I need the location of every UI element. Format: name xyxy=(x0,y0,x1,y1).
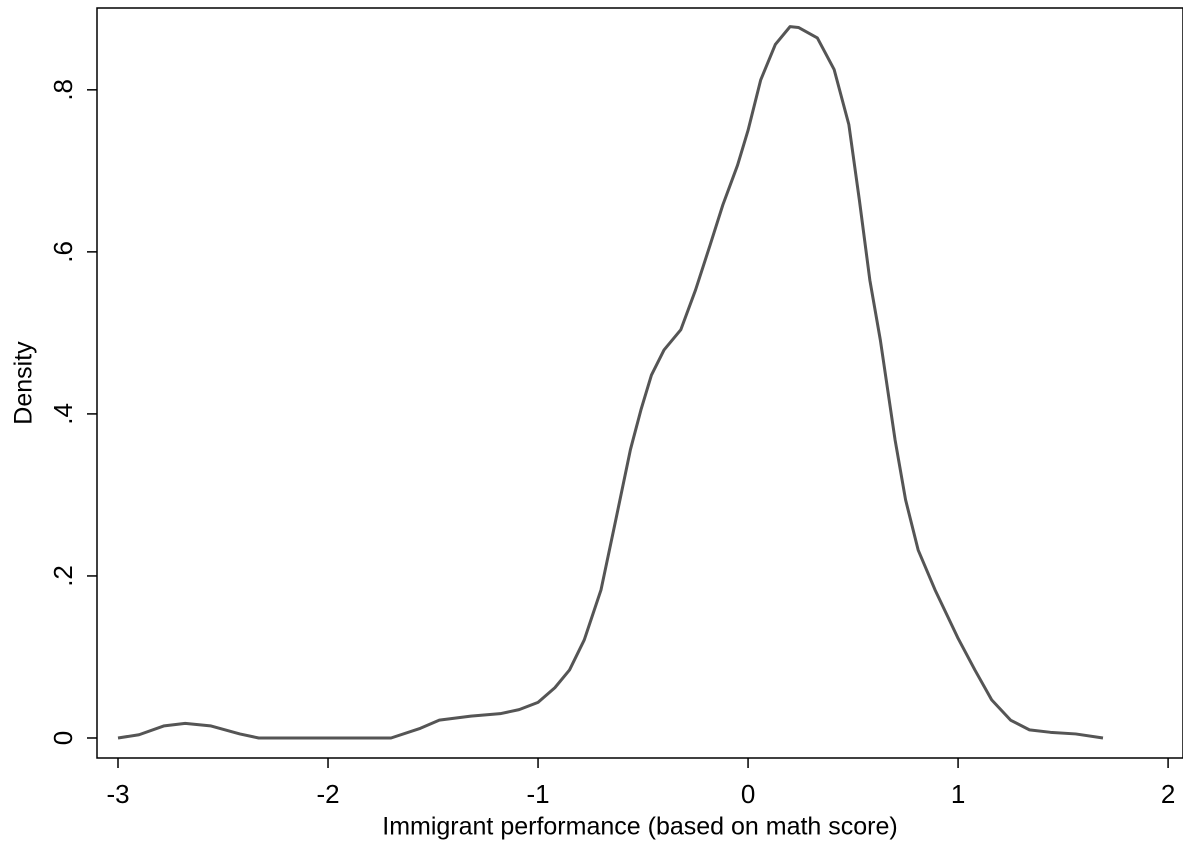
x-tick-label: 2 xyxy=(1161,779,1175,809)
y-tick-label: .2 xyxy=(48,565,78,587)
y-tick-label: .4 xyxy=(48,403,78,425)
y-tick-label: .8 xyxy=(48,79,78,101)
x-tick-label: -1 xyxy=(526,779,549,809)
density-line xyxy=(117,25,1104,740)
x-tick-label: 0 xyxy=(741,779,755,809)
x-tick-label: -3 xyxy=(106,779,129,809)
x-axis-title: Immigrant performance (based on math sco… xyxy=(382,813,898,841)
x-tick-label: -2 xyxy=(316,779,339,809)
y-axis-title: Density xyxy=(10,341,38,425)
plot-frame xyxy=(96,7,1183,759)
y-tick-label: 0 xyxy=(48,731,78,745)
y-tick-label: .6 xyxy=(48,241,78,263)
x-tick-label: 1 xyxy=(951,779,965,809)
